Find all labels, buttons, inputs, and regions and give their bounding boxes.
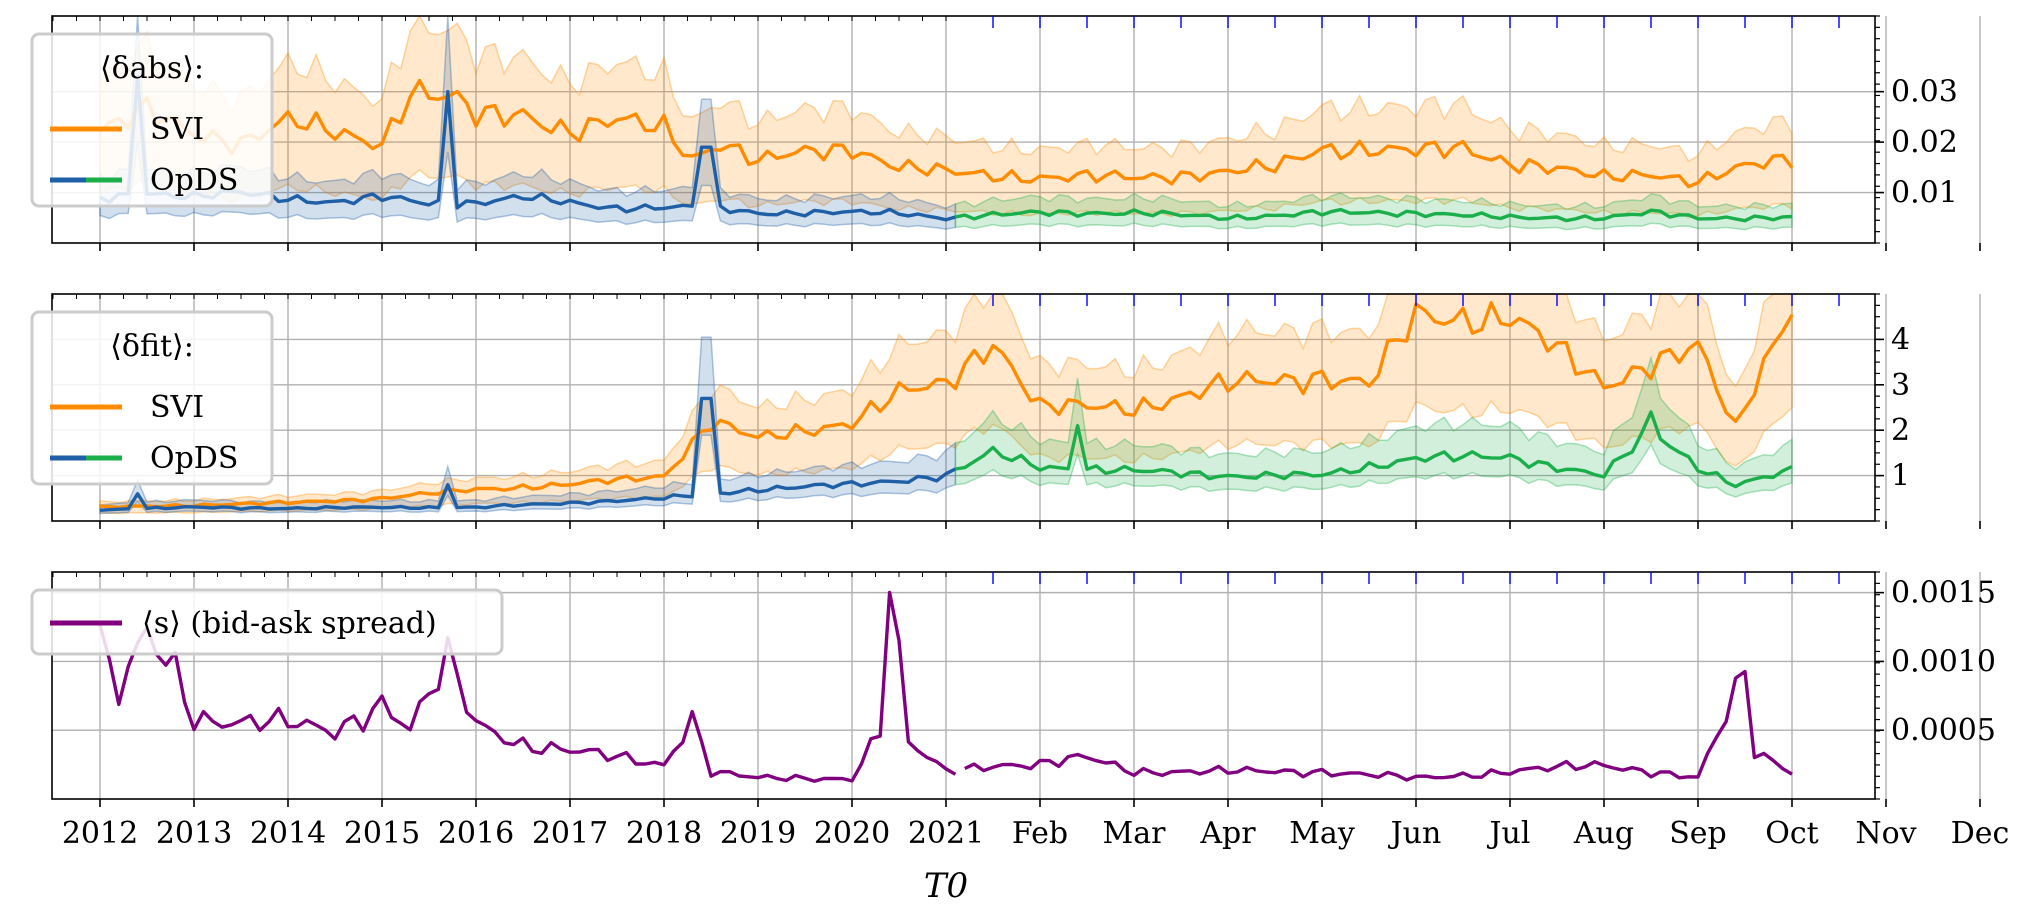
- x-tick-label: 2013: [156, 816, 232, 851]
- legend-label-svi: SVI: [150, 112, 204, 147]
- y-tick-label: 1: [1891, 459, 1910, 494]
- y-tick-label: 4: [1891, 322, 1910, 357]
- x-tick-label: 2020: [814, 816, 890, 851]
- panel-delta-abs: 0.01 0.02 0.03 ⟨δabs⟩: SVI OpDS: [30, 14, 1981, 251]
- x-tick-labels: 2012 2013 2014 2015 2016 2017 2018 2019 2020 2021…: [62, 816, 2009, 851]
- axis-ticks: 1 2 3 4: [52, 293, 1981, 529]
- line-opds: [955, 207, 1793, 223]
- confidence-bands: [99, 292, 1793, 515]
- legend-title: ⟨δabs⟩:: [100, 51, 204, 86]
- y-tick-label: 0.0005: [1891, 713, 1996, 748]
- x-tick-label: Dec: [1951, 816, 2010, 851]
- line-svi: [98, 78, 1794, 189]
- x-tick-label: Jul: [1487, 816, 1531, 851]
- x-tick-label: Sep: [1669, 816, 1727, 851]
- legend-label-opds: OpDS: [150, 441, 238, 476]
- legend-label-opds: OpDS: [150, 163, 238, 198]
- line-opds: [955, 410, 1793, 489]
- line-opds: [99, 396, 957, 512]
- panel-spread: 0.0005 0.0010 0.0015 ⟨s⟩ (bid-ask spread): [30, 571, 1996, 807]
- x-tick-label: 2019: [720, 816, 796, 851]
- y-tick-label: 0.02: [1891, 125, 1958, 160]
- y-tick-label: 0.01: [1891, 176, 1958, 211]
- series-lines: [99, 301, 1794, 512]
- y-tick-label: 0.0015: [1891, 576, 1996, 611]
- line-spread: [98, 590, 957, 783]
- x-tick-label: 2014: [250, 816, 326, 851]
- x-tick-label: 2016: [438, 816, 514, 851]
- legend: ⟨δfit⟩: SVI OpDS: [30, 310, 274, 486]
- panel-delta-fit: 1 2 3 4 ⟨δfit⟩: SVI OpDS: [30, 292, 1981, 529]
- y-tick-label: 0.0010: [1891, 644, 1996, 679]
- legend-box: [30, 588, 504, 656]
- x-tick-label: Mar: [1103, 816, 1167, 851]
- band-opds: [99, 336, 957, 515]
- legend-title: ⟨δfit⟩:: [110, 329, 194, 364]
- x-tick-label: Feb: [1012, 816, 1068, 851]
- axis-ticks: 0.01 0.02 0.03: [52, 15, 1981, 251]
- band-opds: [954, 354, 1793, 498]
- x-tick-label: 2021: [908, 816, 984, 851]
- line-spread: [964, 669, 1793, 782]
- x-tick-label: Aug: [1573, 816, 1634, 851]
- x-tick-label: 2015: [344, 816, 420, 851]
- x-tick-label: Jun: [1388, 816, 1442, 851]
- legend-label-svi: SVI: [150, 390, 204, 425]
- band-svi: [99, 14, 1793, 219]
- legend: ⟨δabs⟩: SVI OpDS: [30, 32, 274, 208]
- x-tick-label: Oct: [1765, 816, 1818, 851]
- legend-box: [30, 32, 274, 208]
- legend-label-spread: ⟨s⟩ (bid-ask spread): [142, 606, 437, 641]
- legend: ⟨s⟩ (bid-ask spread): [30, 588, 504, 656]
- legend-box: [30, 310, 274, 486]
- band-svi: [99, 292, 1793, 515]
- line-svi: [99, 301, 1794, 510]
- grid-lines: [52, 16, 1981, 243]
- x-tick-label: 2017: [532, 816, 608, 851]
- series-lines: [98, 590, 1793, 783]
- band-opds: [99, 15, 957, 230]
- y-tick-label: 2: [1891, 413, 1910, 448]
- x-tick-label: Nov: [1855, 816, 1916, 851]
- y-tick-label: 0.03: [1891, 75, 1958, 110]
- x-tick-label: 2012: [62, 816, 138, 851]
- x-tick-label: 2018: [626, 816, 702, 851]
- grid-lines: [52, 572, 1981, 799]
- axis-ticks: 0.0005 0.0010 0.0015: [52, 571, 1996, 807]
- x-tick-label: Apr: [1199, 816, 1256, 851]
- x-axis-title: T0: [924, 866, 968, 906]
- y-tick-label: 3: [1891, 368, 1910, 403]
- x-axis-title-text: T0: [924, 866, 968, 906]
- x-tick-label: May: [1289, 816, 1355, 851]
